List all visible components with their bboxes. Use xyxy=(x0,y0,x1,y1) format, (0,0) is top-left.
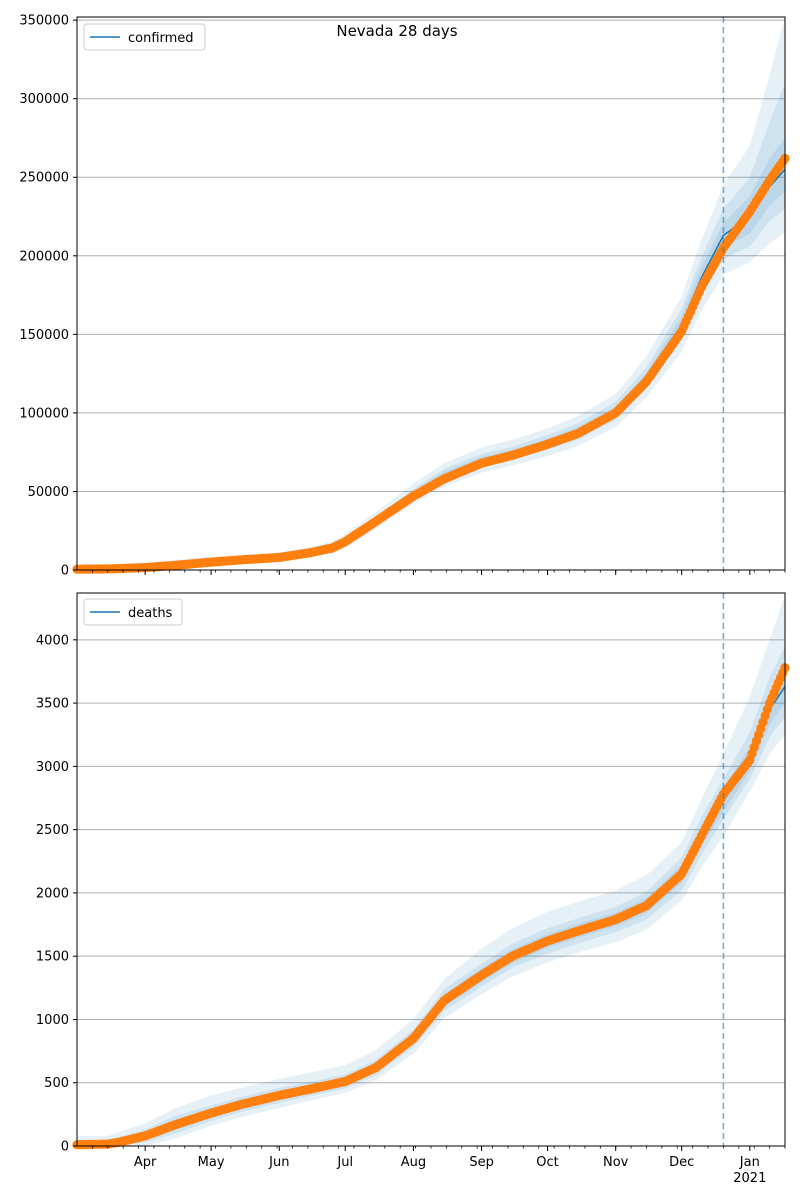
y-tick-label: 2500 xyxy=(36,823,69,838)
y-tick-label: 0 xyxy=(61,564,69,579)
x-tick-label: Jul xyxy=(336,1155,353,1170)
confirmed-axes: 0 50000 100000 150000 200000 250000 300000 3500… xyxy=(19,14,786,579)
y-tick-label: 1500 xyxy=(36,950,69,965)
x-tick-label: Nov xyxy=(603,1155,629,1170)
confirmed-legend: confirmed xyxy=(83,23,206,51)
y-tick-label: 2000 xyxy=(36,886,69,901)
y-tick-label: 0 xyxy=(61,1140,69,1155)
x-tick-label: Jun xyxy=(268,1155,289,1170)
y-tick-label: 350000 xyxy=(19,14,69,29)
legend-label: confirmed xyxy=(128,31,194,46)
x-tick-label: Jan xyxy=(739,1155,760,1170)
y-tick-label: 50000 xyxy=(28,485,69,500)
x-tick-label: Oct xyxy=(536,1155,558,1170)
legend-label: deaths xyxy=(128,606,173,621)
x-tick-label: Sep xyxy=(469,1155,494,1170)
axes-frame xyxy=(76,16,786,571)
legend-box xyxy=(83,598,183,626)
figure-title: Nevada 28 days xyxy=(336,22,457,40)
y-tick-label: 250000 xyxy=(19,171,69,186)
y-tick-label: 500 xyxy=(44,1076,69,1091)
y-tick-label: 1000 xyxy=(36,1013,69,1028)
uncertainty-band-2 xyxy=(77,646,785,1146)
deaths-observed-points xyxy=(72,663,790,1150)
deaths-grid xyxy=(77,639,785,1084)
y-tick-label: 4000 xyxy=(36,633,69,648)
y-tick-label: 3500 xyxy=(36,697,69,712)
x-tick-label: Aug xyxy=(401,1155,426,1170)
x-tick-label: May xyxy=(198,1155,225,1170)
x-tick-label: Apr xyxy=(134,1155,157,1170)
y-tick-label: 100000 xyxy=(19,406,69,421)
deaths-subplot: 0 500 1000 1500 2000 2500 3000 3500 4000 Apr May Ju… xyxy=(36,592,790,1186)
confirmed-grid xyxy=(77,19,785,492)
deaths-legend: deaths xyxy=(83,598,183,626)
x-tick-label: Dec xyxy=(669,1155,694,1170)
y-tick-label: 300000 xyxy=(19,92,69,107)
axes-frame xyxy=(76,592,786,1147)
y-tick-label: 200000 xyxy=(19,249,69,264)
confirmed-subplot: 0 50000 100000 150000 200000 250000 300000 3500… xyxy=(19,14,790,579)
y-tick-label: 150000 xyxy=(19,328,69,343)
deaths-axes: 0 500 1000 1500 2000 2500 3000 3500 4000 Apr May Ju… xyxy=(36,592,786,1186)
legend-box xyxy=(83,23,206,51)
y-tick-label: 3000 xyxy=(36,760,69,775)
x-tick-year-label: 2021 xyxy=(733,1171,766,1186)
